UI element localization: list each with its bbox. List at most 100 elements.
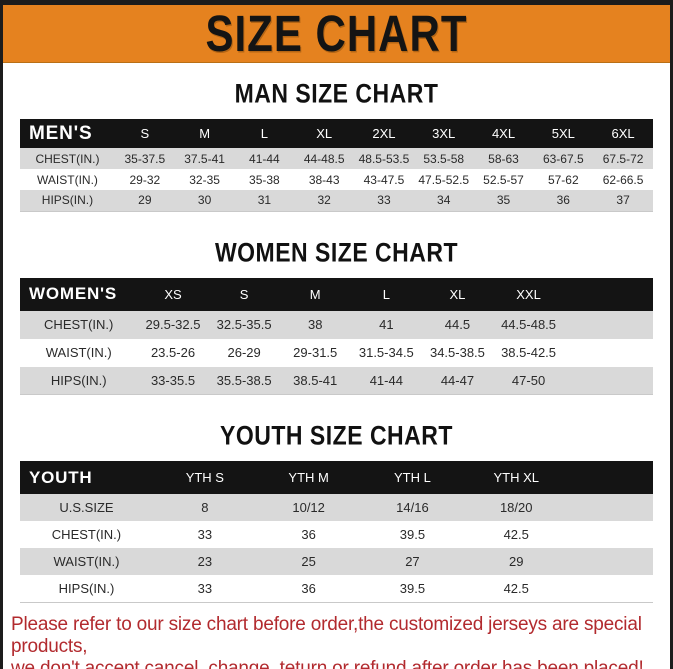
size-value-cell: 41-44 (249, 151, 280, 166)
size-value-cell: 36 (301, 527, 316, 542)
size-value-cell: 31.5-34.5 (358, 345, 414, 360)
table-row: CHEST(IN.) 33 36 39.5 42.5 (20, 521, 653, 548)
size-value-cell: 29-31.5 (293, 345, 338, 360)
size-value-cell: 36 (301, 580, 316, 596)
empty-header-cell (568, 461, 653, 494)
size-column-header: 4XL (491, 126, 516, 141)
size-value-cell: 35.5-38.5 (216, 372, 272, 388)
empty-cell (568, 575, 653, 602)
row-label-cell: WAIST(IN.) (37, 172, 98, 187)
row-label-cell: U.S.SIZE (59, 500, 114, 515)
table-row: WAIST(IN.) 29-32 32-35 35-38 38-43 43-47.5 47.… (20, 169, 653, 190)
men-section-heading-text: MAN SIZE CHART (234, 77, 439, 109)
row-label-cell: HIPS(IN.) (58, 580, 115, 596)
women-section-heading-text: WOMEN SIZE CHART (214, 236, 459, 267)
size-value-cell: 35-38 (249, 172, 280, 187)
size-value-cell: 39.5 (399, 580, 426, 596)
size-table-header-row: WOMEN'S XS S M L XL XXL (20, 277, 653, 311)
size-value-cell: 32.5-35.5 (216, 317, 272, 332)
size-value-cell: 39.5 (399, 527, 426, 542)
youth-section-heading: YOUTH SIZE CHART (20, 419, 653, 451)
size-value-cell: 38.5-42.5 (501, 345, 557, 360)
size-value-cell: 41 (379, 317, 394, 332)
size-value-cell: 33 (197, 527, 213, 542)
table-group-label: MEN'S (29, 122, 93, 144)
size-value-cell: 29.5-32.5 (145, 317, 201, 332)
men-size-table: MEN'S S M L XL 2XL 3XL 4XL 5XL 6XL CHEST(IN.) 35-37… (20, 119, 653, 212)
size-column-header: YTH M (288, 470, 329, 485)
size-value-cell: 47.5-52.5 (418, 172, 470, 187)
table-row: WAIST(IN.) 23.5-26 26-29 29-31.5 31.5-34.5 34… (20, 338, 653, 367)
empty-cell (568, 494, 653, 521)
row-label-cell: CHEST(IN.) (44, 317, 114, 332)
empty-cell (564, 367, 653, 395)
size-value-cell: 58-63 (488, 151, 519, 166)
size-value-cell: 35-37.5 (124, 151, 166, 166)
size-value-cell: 34.5-38.5 (429, 345, 485, 360)
table-row: HIPS(IN.) 33 36 39.5 42.5 (20, 575, 653, 602)
table-row: U.S.SIZE 8 10/12 14/16 18/20 (20, 494, 653, 521)
size-value-cell: 44.5 (444, 317, 471, 332)
size-column-header: XS (164, 286, 182, 302)
empty-cell (564, 339, 653, 367)
size-value-cell: 30 (197, 193, 212, 208)
size-value-cell: 41-44 (369, 372, 403, 388)
size-value-cell: 38-43 (308, 172, 340, 187)
size-value-cell: 67.5-72 (602, 151, 644, 166)
size-value-cell: 42.5 (503, 527, 529, 542)
size-column-header: S (239, 286, 249, 302)
size-value-cell: 44-47 (440, 372, 475, 388)
empty-cell (568, 521, 653, 548)
row-label-cell: HIPS(IN.) (50, 372, 107, 388)
order-policy-note: Please refer to our size chart before or… (3, 614, 670, 669)
size-column-header: 3XL (432, 126, 456, 141)
size-value-cell: 23 (197, 554, 213, 569)
size-column-header: 5XL (551, 126, 575, 141)
size-value-cell: 47-50 (511, 372, 546, 388)
size-column-header: 6XL (611, 126, 635, 141)
youth-section-heading-text: YOUTH SIZE CHART (220, 419, 453, 451)
size-value-cell: 10/12 (292, 500, 325, 515)
size-column-header: L (260, 126, 268, 141)
size-value-cell: 37 (616, 193, 630, 208)
size-value-cell: 32-35 (189, 172, 220, 187)
size-value-cell: 63-67.5 (542, 151, 584, 166)
size-column-header: YTH XL (493, 470, 539, 485)
size-value-cell: 8 (201, 500, 209, 515)
row-label-cell: CHEST(IN.) (35, 151, 100, 166)
women-section-heading: WOMEN SIZE CHART (20, 236, 653, 267)
order-policy-line-1: Please refer to our size chart before or… (11, 613, 642, 657)
size-value-cell: 43-47.5 (363, 172, 405, 187)
size-value-cell: 42.5 (503, 580, 529, 596)
size-value-cell: 37.5-41 (184, 151, 225, 166)
size-value-cell: 32 (317, 193, 331, 208)
size-value-cell: 33 (197, 580, 213, 596)
page-title: SIZE CHART (205, 4, 468, 62)
size-column-header: M (309, 286, 321, 302)
order-policy-line-2: we don't accept cancel, change, teturn o… (11, 657, 644, 669)
row-label-cell: CHEST(IN.) (51, 527, 122, 542)
size-value-cell: 31 (257, 193, 272, 208)
table-row: CHEST(IN.) 35-37.5 37.5-41 41-44 44-48.5 48.5… (20, 148, 653, 169)
size-column-header: XL (316, 126, 333, 141)
size-column-header: M (199, 126, 211, 141)
table-row: WAIST(IN.) 23 25 27 29 (20, 548, 653, 575)
table-row: HIPS(IN.) 33-35.5 35.5-38.5 38.5-41 41-44 44-… (20, 366, 653, 395)
size-value-cell: 33-35.5 (150, 372, 196, 388)
size-value-cell: 14/16 (396, 500, 429, 515)
size-value-cell: 29 (508, 554, 524, 569)
table-row: HIPS(IN.) 29 30 31 32 33 34 35 36 37 (20, 190, 653, 211)
size-column-header: XL (449, 286, 466, 302)
size-value-cell: 35 (496, 193, 511, 208)
title-banner: SIZE CHART (3, 5, 670, 63)
size-value-cell: 18/20 (499, 500, 533, 515)
size-value-cell: 29-32 (129, 172, 161, 187)
size-value-cell: 26-29 (227, 345, 261, 360)
size-value-cell: 44.5-48.5 (501, 317, 557, 332)
size-value-cell: 33 (377, 193, 391, 208)
size-value-cell: 38 (307, 317, 323, 332)
size-column-header: 2XL (372, 126, 396, 141)
table-group-label: WOMEN'S (29, 284, 118, 303)
size-value-cell: 53.5-58 (423, 151, 465, 166)
size-column-header: L (382, 286, 390, 302)
